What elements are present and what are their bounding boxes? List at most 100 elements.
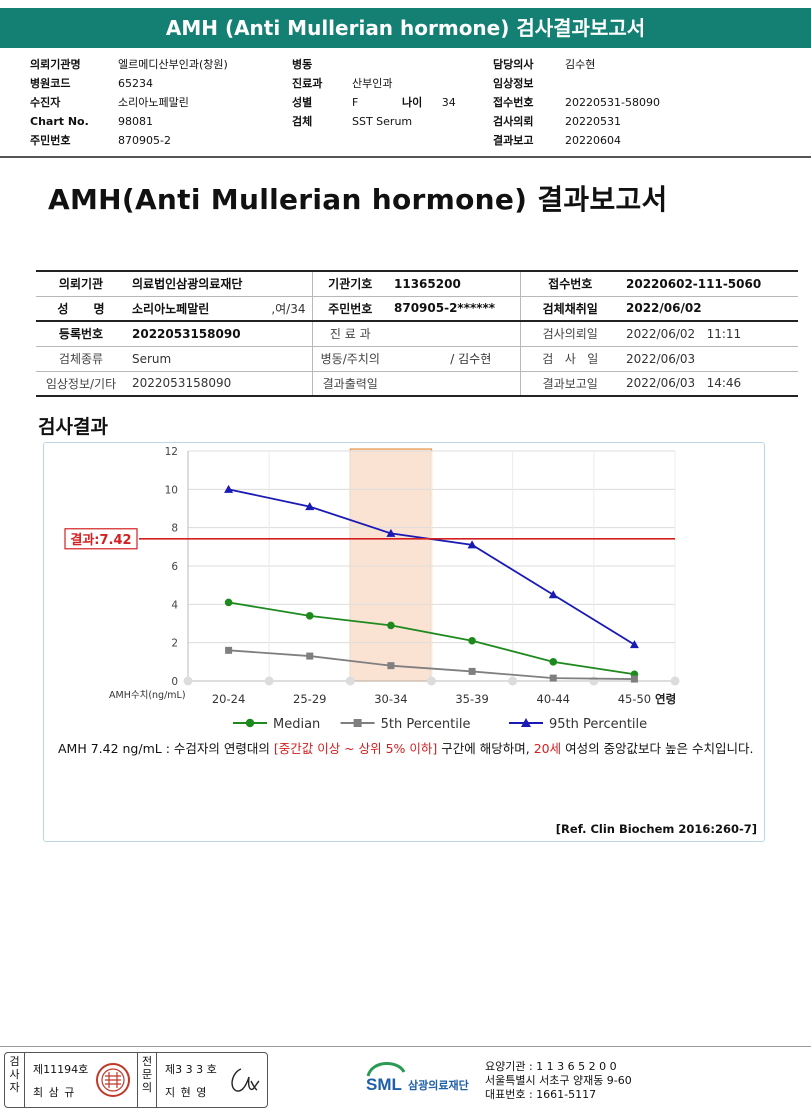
header-field-label: 임상정보 [493, 77, 534, 90]
data-point [468, 636, 476, 645]
examiner-vertical-label: 검사자 [5, 1053, 25, 1107]
header-field: 수진자 소리아노페말린 [30, 93, 228, 112]
x-axis-dot [427, 676, 436, 686]
x-axis-dot [183, 676, 193, 686]
header-field: 임상정보 [493, 74, 660, 93]
ward-physician: / 김수현 [388, 346, 521, 372]
header-field-value: 산부인과 [352, 77, 393, 90]
print-date [388, 371, 521, 397]
result-label-box [64, 528, 138, 550]
header-field-value: 20220531 [565, 115, 621, 128]
x-tick-label: 30-34 [374, 692, 407, 706]
comment-range: [중간값 이상 ~ 상위 5% 이하] [273, 741, 438, 756]
header-field-label: 수진자 [30, 96, 61, 109]
specialist-signature [231, 1068, 260, 1092]
highlight-band [349, 448, 433, 682]
specialist-license-no: 제3 3 3 호 [165, 1063, 217, 1076]
header-field: 진료과 산부인과 [292, 74, 412, 93]
label-name: 성 명 [36, 296, 126, 322]
org-name: 삼광의료재단 [408, 1078, 469, 1092]
examiner-license-no: 제11194호 [33, 1063, 89, 1076]
receipt-no: 20220602-111-5060 [620, 270, 798, 297]
data-point [224, 484, 234, 493]
header-field: 검사의뢰 20220531 [493, 112, 660, 131]
vertical-label-text: 전문의 [141, 1055, 153, 1094]
header-field-value: 소리아노페말린 [118, 96, 189, 109]
header-field: 병원코드 65234 [30, 74, 228, 93]
label-report-date: 결과보고일 [520, 371, 620, 397]
signature-box: 검사자 제11194호 최 삼 규 전문의 제3 3 3 호 지 현 영 [4, 1052, 268, 1108]
header-field: 의뢰기관명 엘르메디산부인과(창원) [30, 55, 228, 74]
data-point [467, 540, 477, 549]
data-point [387, 621, 395, 630]
header-field-label: 검사의뢰 [493, 115, 534, 128]
data-point [548, 590, 558, 599]
label-clinical-info: 임상정보/기타 [36, 371, 126, 397]
header-field-value: SST Serum [352, 115, 413, 128]
y-tick-label: 8 [171, 523, 178, 535]
series-line [228, 601, 635, 676]
logo-text: SML [366, 1075, 402, 1094]
phone-line: 대표번호 : 1661-5117 [485, 1088, 597, 1101]
report-title: AMH(Anti Mullerian hormone) 결과보고서 [48, 183, 668, 216]
data-point [224, 598, 233, 607]
header-field-value: 20220531-58090 [565, 96, 660, 109]
legend-marker [521, 718, 531, 727]
data-point [629, 640, 639, 649]
address-line: 서울특별시 서초구 양재동 9-60 [485, 1074, 632, 1087]
table-row: 검체종류 Serum 병동/주치의 / 김수현 검 사 일 2022/06/03 [36, 346, 798, 372]
y-axis-label: AMH수치(ng/mL) [109, 689, 186, 701]
x-tick-label: 40-44 [537, 692, 570, 706]
footer-divider [0, 1046, 811, 1047]
header-field: 접수번호 20220531-58090 [493, 93, 660, 112]
vertical-label-text: 검사자 [9, 1055, 20, 1094]
org-code: 11365200 [388, 270, 521, 297]
x-axis-unit: 연령 [655, 692, 676, 706]
table-row: 임상정보/기타 2022053158090 결과출력일 결과보고일 2022/0… [36, 371, 798, 397]
x-axis-dot [670, 676, 680, 686]
label-ward-physician: 병동/주치의 [312, 346, 388, 372]
data-point [468, 667, 476, 675]
header-field: 성별 F [292, 93, 412, 112]
requesting-org: 의료법인삼광의료재단 [126, 270, 313, 297]
reference-citation: [Ref. Clin Biochem 2016:260-7] [555, 822, 757, 836]
header-field: 결과보고 20220604 [493, 131, 660, 150]
header-field-label: 진료과 [292, 77, 323, 90]
label-department: 진 료 과 [312, 321, 388, 347]
examiner-name: 최 삼 규 [33, 1086, 76, 1099]
examiner-stamp [96, 1063, 130, 1097]
x-tick-label: 20-24 [212, 692, 245, 706]
header-field-value: F [352, 96, 359, 109]
specialist-name: 지 현 영 [165, 1086, 208, 1099]
result-comment: AMH 7.42 ng/mL : 수검자의 연령대의 [중간값 이상 ~ 상위 … [58, 738, 768, 759]
data-point [306, 652, 314, 660]
header-divider [0, 156, 811, 158]
header-field-value: 엘르메디산부인과(창원) [118, 58, 228, 71]
comment-text-2: 구간에 해당하며, [437, 741, 534, 756]
label-test-date: 검 사 일 [520, 346, 620, 372]
x-tick-label: 25-29 [293, 692, 326, 706]
y-tick-label: 2 [171, 638, 178, 650]
header-field: 주민번호 870905-2 [30, 131, 228, 150]
institution-code: 요양기관 : 1 1 3 6 5 2 0 0 [485, 1060, 617, 1073]
label-resident-no: 주민번호 [312, 296, 388, 322]
y-tick-label: 6 [171, 561, 178, 573]
x-axis-dot [264, 676, 274, 686]
header-field-label: 검체 [292, 115, 313, 128]
header-field-value: 65234 [118, 77, 153, 90]
label-registration-no: 등록번호 [36, 321, 126, 347]
data-point [549, 674, 557, 682]
header-col3: 담당의사 김수현 임상정보 접수번호 20220531-58090 검사의뢰 2022053… [493, 55, 660, 150]
registration-no: 2022053158090 [126, 321, 313, 347]
header-field-label: 성별 [292, 96, 313, 109]
x-tick-label: 45-50 [618, 692, 651, 706]
y-tick-label: 10 [165, 484, 178, 496]
patient-name: 소리아노페말린 [132, 301, 210, 316]
label-collection-date: 검체채취일 [520, 296, 620, 322]
age-value: 34 [441, 96, 456, 109]
request-date: 2022/06/02 11:11 [620, 321, 798, 347]
table-row: 의뢰기관 의료법인삼광의료재단 기관기호 11365200 접수번호 20220… [36, 270, 798, 297]
header-field: 병동 [292, 55, 412, 74]
comment-text-3: 여성의 중앙값보다 높은 수치입니다. [561, 741, 754, 756]
y-tick-label: 12 [165, 446, 178, 458]
